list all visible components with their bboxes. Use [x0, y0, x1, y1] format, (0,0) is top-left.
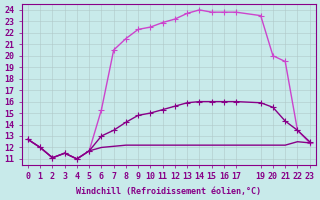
X-axis label: Windchill (Refroidissement éolien,°C): Windchill (Refroidissement éolien,°C) [76, 187, 261, 196]
